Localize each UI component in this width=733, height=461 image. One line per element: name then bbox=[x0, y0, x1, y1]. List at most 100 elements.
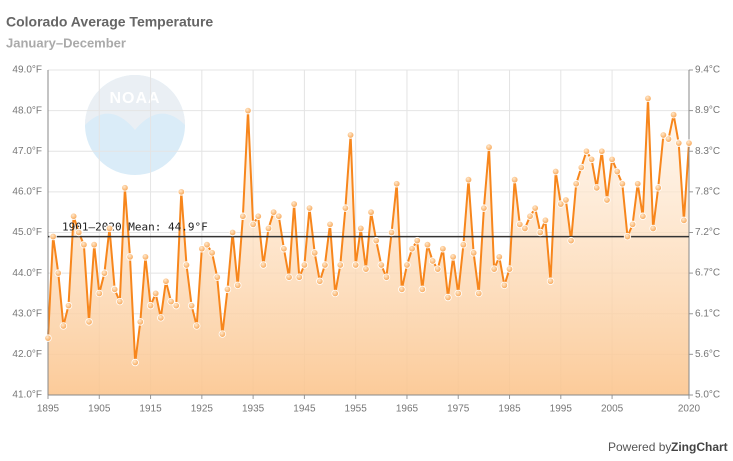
x-tick-label: 1925 bbox=[191, 404, 214, 415]
marker bbox=[531, 204, 539, 212]
marker bbox=[203, 240, 211, 249]
marker bbox=[351, 261, 360, 269]
marker bbox=[439, 245, 447, 253]
marker bbox=[434, 265, 442, 273]
marker bbox=[423, 240, 432, 249]
marker bbox=[116, 297, 124, 306]
marker bbox=[290, 200, 298, 208]
x-tick-label: 1895 bbox=[37, 404, 60, 415]
marker bbox=[459, 240, 468, 249]
marker bbox=[428, 257, 437, 265]
marker bbox=[182, 261, 191, 269]
marker bbox=[577, 163, 586, 172]
marker bbox=[95, 289, 103, 298]
marker bbox=[628, 220, 637, 229]
marker bbox=[316, 277, 324, 285]
marker bbox=[223, 285, 232, 294]
chart-subtitle: January–December bbox=[6, 35, 126, 50]
y2-tick-label: 7.8°C bbox=[695, 186, 720, 197]
marker bbox=[244, 106, 252, 115]
y2-tick-label: 8.3°C bbox=[695, 146, 720, 157]
marker bbox=[254, 212, 262, 220]
marker bbox=[377, 261, 386, 269]
marker bbox=[393, 180, 401, 188]
y-tick-label: 42.0°F bbox=[12, 349, 42, 360]
marker bbox=[685, 139, 693, 147]
marker bbox=[387, 228, 396, 237]
marker bbox=[269, 208, 278, 216]
marker bbox=[285, 273, 293, 281]
marker bbox=[598, 147, 606, 155]
marker bbox=[141, 253, 150, 261]
chart-title: Colorado Average Temperature bbox=[6, 14, 213, 30]
marker bbox=[582, 147, 591, 155]
marker bbox=[100, 269, 109, 277]
y2-tick-label: 8.9°C bbox=[695, 105, 720, 116]
y2-tick-label: 5.6°C bbox=[695, 349, 720, 360]
marker bbox=[167, 297, 175, 306]
marker bbox=[300, 261, 309, 269]
logo-bird bbox=[85, 75, 185, 130]
marker bbox=[239, 212, 247, 220]
marker bbox=[346, 131, 355, 139]
marker bbox=[357, 224, 365, 233]
y2-tick-label: 7.2°C bbox=[695, 227, 720, 238]
marker bbox=[464, 175, 473, 184]
y2-tick-label: 9.4°C bbox=[695, 65, 720, 76]
marker bbox=[618, 180, 627, 188]
marker bbox=[172, 301, 180, 310]
credit-prefix: Powered by bbox=[608, 440, 671, 454]
marker bbox=[213, 273, 221, 281]
marker bbox=[475, 289, 483, 298]
marker bbox=[382, 273, 391, 281]
y-tick-label: 47.0°F bbox=[12, 146, 42, 157]
marker bbox=[398, 285, 406, 294]
marker bbox=[367, 208, 375, 216]
x-tick-label: 1935 bbox=[242, 404, 265, 415]
x-tick-label: 1915 bbox=[139, 404, 162, 415]
marker bbox=[572, 180, 580, 188]
marker bbox=[146, 301, 155, 310]
marker bbox=[669, 110, 678, 119]
y2-tick-label: 6.1°C bbox=[695, 308, 720, 319]
marker bbox=[75, 228, 83, 237]
marker bbox=[321, 261, 329, 269]
marker bbox=[157, 314, 165, 322]
marker bbox=[516, 220, 524, 229]
marker bbox=[280, 245, 288, 253]
marker bbox=[505, 265, 514, 273]
marker bbox=[198, 245, 206, 253]
marker bbox=[69, 212, 78, 220]
marker bbox=[608, 155, 616, 164]
marker bbox=[162, 277, 170, 285]
y-tick-label: 45.0°F bbox=[12, 227, 42, 238]
marker bbox=[362, 265, 370, 273]
marker bbox=[234, 281, 242, 290]
marker bbox=[187, 301, 196, 310]
marker bbox=[557, 200, 565, 208]
marker bbox=[680, 216, 688, 225]
marker bbox=[151, 289, 160, 298]
marker bbox=[490, 265, 498, 273]
x-tick-label: 1985 bbox=[498, 404, 521, 415]
marker bbox=[305, 204, 314, 212]
marker bbox=[587, 155, 596, 164]
marker bbox=[536, 228, 544, 237]
y-tick-label: 44.0°F bbox=[12, 268, 42, 279]
marker bbox=[541, 216, 550, 225]
marker bbox=[64, 301, 73, 310]
marker bbox=[80, 240, 88, 249]
marker bbox=[341, 204, 350, 212]
marker bbox=[444, 293, 452, 302]
marker bbox=[249, 220, 257, 229]
marker bbox=[592, 184, 601, 192]
marker bbox=[336, 261, 344, 269]
marker bbox=[469, 249, 478, 257]
marker bbox=[603, 196, 611, 204]
y2-tick-label: 6.7°C bbox=[695, 268, 720, 279]
x-tick-label: 2020 bbox=[678, 404, 701, 415]
marker bbox=[485, 143, 493, 151]
marker bbox=[49, 232, 57, 241]
marker bbox=[177, 188, 186, 196]
